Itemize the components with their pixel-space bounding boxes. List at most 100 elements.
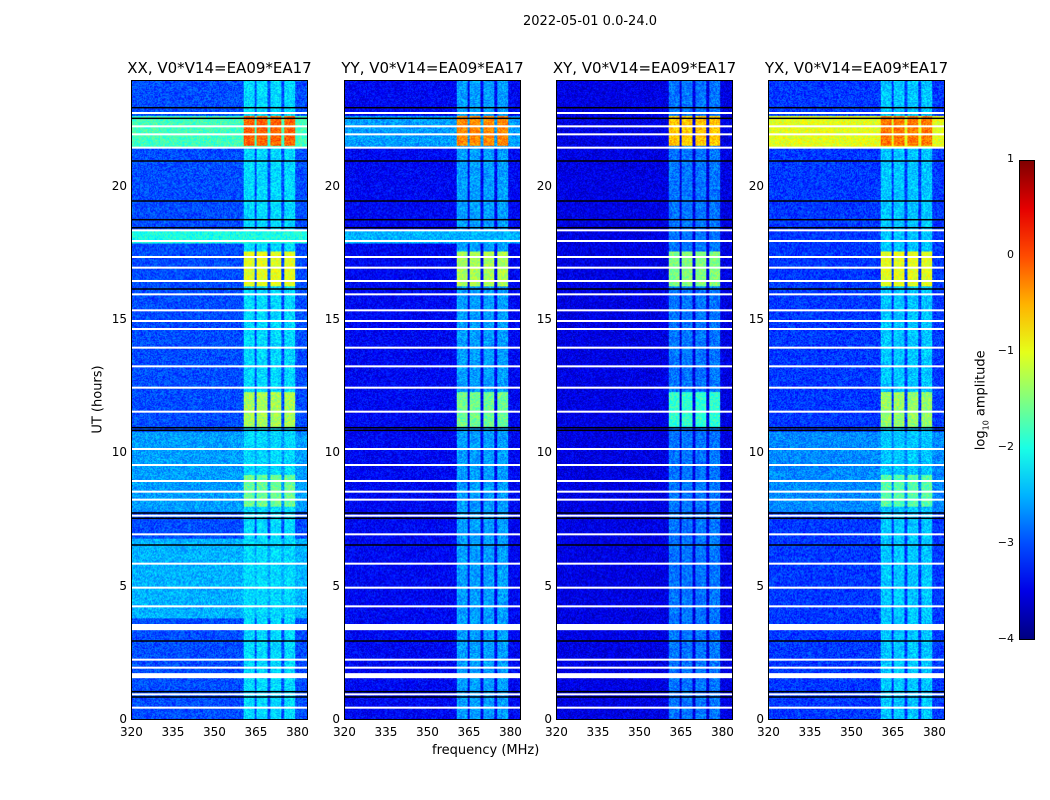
- flagged-row-white: [345, 280, 520, 282]
- flagged-row-black: [769, 429, 944, 432]
- flagged-row-white: [769, 673, 944, 679]
- flagged-row-white: [345, 706, 520, 709]
- flagged-row-black: [345, 218, 520, 221]
- flagged-row-white: [132, 658, 307, 661]
- colorbar-tick-label: −4: [997, 632, 1014, 645]
- flagged-row-white: [557, 112, 732, 114]
- flagged-row-white: [345, 146, 520, 149]
- flagged-row-white: [132, 673, 307, 679]
- flagged-row-white: [132, 328, 307, 330]
- flagged-row-black: [132, 200, 307, 202]
- flagged-row-white: [769, 410, 944, 413]
- x-tick-label: 335: [798, 725, 822, 739]
- flagged-row-white: [345, 112, 520, 114]
- flagged-row-white: [132, 133, 307, 136]
- flagged-row-black: [557, 288, 732, 290]
- flagged-row-white: [345, 673, 520, 679]
- flagged-row-white: [345, 480, 520, 482]
- flagged-row-white: [345, 658, 520, 661]
- flagged-row-white: [557, 514, 732, 517]
- flagged-row-white: [345, 605, 520, 608]
- x-tick-label: 320: [545, 725, 568, 739]
- flagged-row-black: [557, 517, 732, 520]
- flagged-row-white: [769, 229, 944, 232]
- flagged-row-black: [557, 117, 732, 120]
- flagged-row-white: [769, 490, 944, 493]
- flagged-row-white: [345, 490, 520, 493]
- flagged-row-black: [769, 640, 944, 642]
- flagged-row-black: [769, 106, 944, 109]
- panel-title: YX, V0*V14=EA09*EA17: [764, 59, 949, 77]
- x-tick-label: 320: [333, 725, 356, 739]
- flagged-row-white: [132, 624, 307, 626]
- x-tick-label: 365: [669, 725, 693, 739]
- flagged-row-black: [132, 517, 307, 520]
- flagged-row-white: [769, 448, 944, 450]
- flagged-row-black: [557, 690, 732, 693]
- x-tick-label: 320: [120, 725, 143, 739]
- x-tick-label: 365: [244, 725, 268, 739]
- flagged-row-white: [557, 240, 732, 242]
- waterfall-panel-3: [768, 80, 945, 720]
- x-tick-label: 380: [922, 725, 946, 739]
- flagged-row-white: [557, 229, 732, 232]
- flagged-row-black: [345, 117, 520, 120]
- flagged-row-white: [557, 293, 732, 296]
- flagged-row-white: [769, 320, 944, 322]
- flagged-row-white: [769, 625, 944, 631]
- flagged-row-white: [769, 256, 944, 258]
- flagged-row-white: [132, 309, 307, 312]
- flagged-row-black: [345, 106, 520, 109]
- flagged-row-white: [769, 605, 944, 608]
- flagged-row-white: [557, 125, 732, 128]
- panel-title: YY, V0*V14=EA09*EA17: [341, 59, 524, 77]
- flagged-row-black: [132, 512, 307, 514]
- flagged-row-white: [769, 624, 944, 626]
- flagged-row-white: [769, 498, 944, 501]
- flagged-row-white: [132, 562, 307, 565]
- flagged-row-white: [132, 112, 307, 114]
- flagged-row-white: [345, 410, 520, 413]
- y-tick-label: 15: [536, 312, 552, 326]
- flagged-row-black: [345, 288, 520, 290]
- x-tick-label: 380: [285, 725, 309, 739]
- flagged-row-white: [345, 464, 520, 466]
- x-tick-label: 365: [457, 725, 481, 739]
- flagged-row-white: [345, 346, 520, 349]
- flagged-row-black: [769, 512, 944, 514]
- y-tick-label: 10: [536, 445, 552, 460]
- flagged-row-white: [769, 666, 944, 669]
- flagged-row-black: [769, 517, 944, 520]
- flagged-row-black: [132, 544, 307, 546]
- flagged-row-black: [345, 696, 520, 698]
- y-tick-label: 5: [332, 578, 340, 593]
- flagged-row-white: [132, 514, 307, 517]
- flagged-row-white: [557, 605, 732, 608]
- flagged-row-white: [132, 693, 307, 696]
- flagged-row-black: [132, 160, 307, 162]
- flagged-row-black: [345, 200, 520, 202]
- flagged-row-white: [557, 410, 732, 413]
- flagged-row-black: [345, 429, 520, 432]
- y-tick-label: 15: [324, 312, 340, 326]
- y-tick-label: 0: [756, 712, 764, 726]
- flagged-row-white: [557, 386, 732, 389]
- flagged-row-black: [769, 288, 944, 290]
- flagged-row-black: [345, 160, 520, 162]
- flagged-row-white: [557, 624, 732, 626]
- flagged-row-black: [132, 429, 307, 432]
- flagged-row-white: [345, 562, 520, 565]
- flagged-row-black: [132, 218, 307, 221]
- flagged-row-black: [769, 690, 944, 693]
- flagged-row-white: [132, 266, 307, 269]
- flagged-row-white: [132, 498, 307, 501]
- flagged-row-black: [769, 544, 944, 546]
- colorbar-tick-label: 0: [1007, 248, 1014, 261]
- flagged-row-black: [557, 429, 732, 432]
- flagged-row-white: [132, 146, 307, 149]
- flagged-row-black: [345, 512, 520, 514]
- y-tick-label: 15: [111, 312, 127, 326]
- flagged-row-white: [132, 480, 307, 482]
- flagged-row-white: [345, 240, 520, 242]
